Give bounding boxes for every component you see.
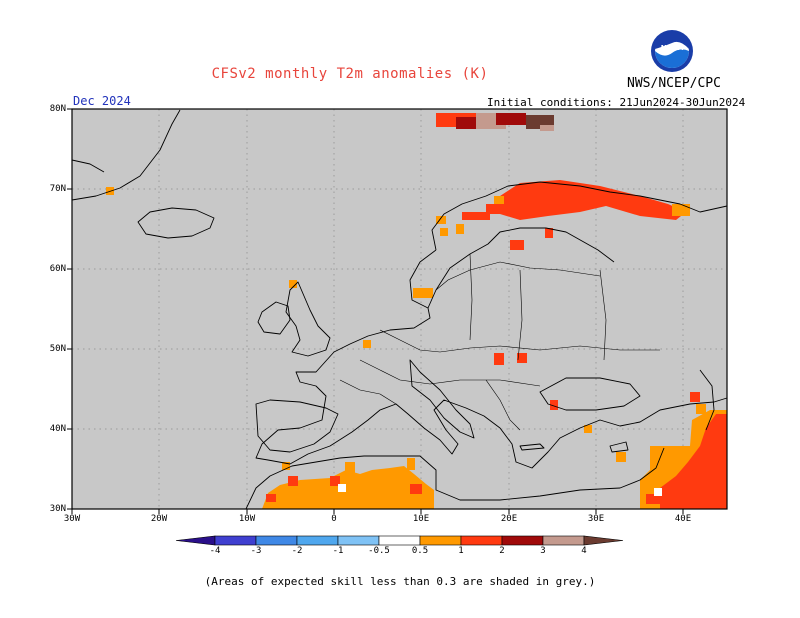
- colorbar-swatch: [337, 535, 380, 546]
- cyprus-outline: [609, 441, 629, 453]
- country-borders: [339, 253, 660, 431]
- colorbar-label: 3: [540, 546, 546, 556]
- colorbar-arrow-low: [175, 535, 216, 546]
- colorbar-label: -0.5: [368, 546, 390, 556]
- lon-label-10w: 10W: [238, 514, 256, 524]
- anomaly-svalbard: [436, 113, 554, 131]
- coastlines: [71, 109, 728, 510]
- lat-label-80n: 80N: [49, 104, 66, 114]
- lat-label-50n: 50N: [49, 344, 66, 354]
- colorbar-swatch: [542, 535, 585, 546]
- anomaly-north-africa: [262, 458, 434, 509]
- colorbar-swatches: [175, 535, 624, 546]
- britain-outline: [285, 281, 331, 357]
- colorbar-swatch: [378, 535, 421, 546]
- lat-label-40n: 40N: [49, 424, 66, 434]
- colorbar-label: -3: [250, 546, 262, 556]
- tick-marks: [67, 108, 684, 514]
- colorbar-label: 4: [581, 546, 587, 556]
- anomaly-scandinavia: [462, 180, 686, 250]
- caspian-outline: [699, 369, 715, 431]
- colorbar-swatch: [419, 535, 462, 546]
- colorbar-label: -4: [209, 546, 221, 556]
- africa-coast: [245, 447, 665, 510]
- initial-conditions: Initial conditions: 21Jun2024-30Jun2024: [487, 96, 746, 109]
- anomaly-middle-east: [616, 392, 727, 509]
- colorbar-swatch: [501, 535, 544, 546]
- ireland-outline: [257, 301, 291, 335]
- colorbar-label: -2: [291, 546, 303, 556]
- colorbar-swatch: [460, 535, 503, 546]
- lon-label-10e: 10E: [412, 514, 430, 524]
- lat-label-70n: 70N: [49, 184, 66, 194]
- iberia-outline: [255, 399, 339, 453]
- lat-label-60n: 60N: [49, 264, 66, 274]
- forecast-month: Dec 2024: [73, 94, 131, 108]
- lat-label-30n: 30N: [49, 504, 66, 514]
- map-frame: [71, 108, 728, 510]
- lon-label-0: 0: [331, 514, 337, 524]
- lon-label-20w: 20W: [150, 514, 168, 524]
- logo-text: NOAA: [661, 44, 684, 52]
- lon-label-20e: 20E: [500, 514, 518, 524]
- colorbar-label: 0.5: [411, 546, 429, 556]
- skill-note: (Areas of expected skill less than 0.3 a…: [204, 575, 596, 588]
- iceland-outline: [137, 207, 215, 239]
- lon-label-30e: 30E: [587, 514, 605, 524]
- map-grid: [72, 109, 727, 509]
- colorbar-swatch: [296, 535, 339, 546]
- lon-label-30w: 30W: [63, 514, 81, 524]
- colorbar-label: 1: [458, 546, 464, 556]
- italy-outline: [409, 359, 475, 439]
- colorbar-label: 2: [499, 546, 505, 556]
- crete-outline: [519, 443, 545, 451]
- anomaly-norway-coast: [106, 187, 690, 433]
- black-sea-outline: [539, 377, 641, 411]
- greenland-outline: [71, 109, 181, 201]
- lon-label-40e: 40E: [674, 514, 692, 524]
- anomaly-central-europe: [494, 353, 558, 410]
- colorbar-swatch: [255, 535, 298, 546]
- chart-title: CFSv2 monthly T2m anomalies (K): [211, 66, 489, 82]
- colorbar-arrow-high: [583, 535, 624, 546]
- agency-label: NWS/NCEP/CPC: [627, 76, 721, 91]
- map-background: [72, 109, 727, 509]
- colorbar-swatch: [214, 535, 257, 546]
- colorbar-label: -1: [332, 546, 344, 556]
- noaa-logo: NOAA: [651, 30, 693, 72]
